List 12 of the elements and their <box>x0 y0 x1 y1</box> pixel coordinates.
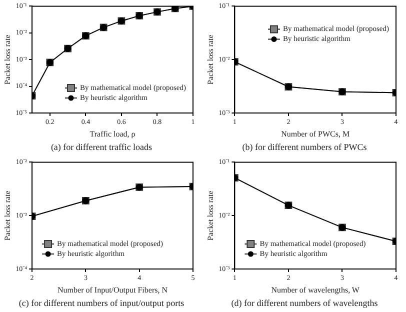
y-axis-title: Packet loss rate <box>2 34 12 84</box>
x-axis-title: Traffic load, ρ <box>90 129 136 138</box>
text: (c) for different numbers of input/output ports <box>18 297 186 310</box>
y-axis-title: Packet loss rate <box>2 190 12 240</box>
x-axis-title: Number of PWCs, M <box>281 129 350 138</box>
text: (b) for different numbers of PWCs <box>241 141 368 154</box>
x-axis-title: Number of Input/Output Fibers, N <box>58 285 168 294</box>
y-axis-title: Packet loss rate <box>206 34 215 84</box>
text: (d) for different numbers of wavelengths <box>230 297 379 310</box>
y-axis-title: Packet loss rate <box>206 190 215 240</box>
x-axis-title: Number of wavelengths, W <box>271 285 360 294</box>
text: (a) for different traffic loads <box>50 141 154 154</box>
